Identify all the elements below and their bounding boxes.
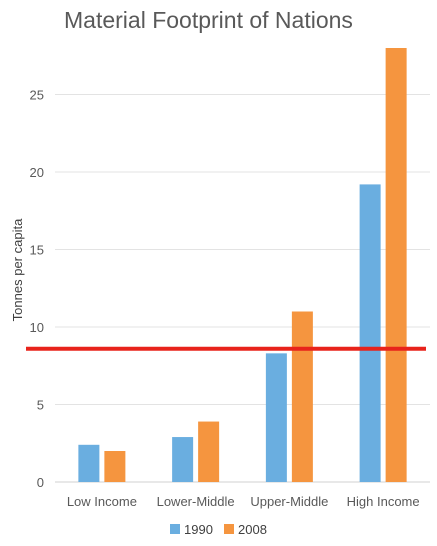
- legend-swatch-2008: [224, 524, 234, 534]
- y-tick-label: 25: [30, 88, 44, 103]
- legend-swatch-1990: [170, 524, 180, 534]
- y-axis-label: Tonnes per capita: [10, 218, 25, 321]
- category-label: Lower-Middle: [157, 494, 235, 509]
- bar-1990-2: [265, 353, 287, 482]
- legend: 1990 2008: [170, 522, 267, 537]
- legend-label-2008: 2008: [238, 522, 267, 537]
- y-tick-label: 20: [30, 165, 44, 180]
- x-axis-categories: Low Income Lower-Middle Upper-Middle High I…: [67, 494, 420, 509]
- bar-2008-3: [385, 48, 407, 482]
- bar-1990-1: [172, 437, 194, 482]
- bar-2008-2: [291, 311, 313, 482]
- legend-label-1990: 1990: [184, 522, 213, 537]
- category-label: Low Income: [67, 494, 137, 509]
- y-tick-label: 0: [37, 475, 44, 490]
- bar-2008-0: [104, 451, 126, 482]
- y-axis-ticks: 0 5 10 15 20 25: [30, 88, 44, 491]
- bars: [78, 48, 407, 482]
- y-tick-label: 10: [30, 320, 44, 335]
- bar-1990-3: [359, 184, 381, 482]
- bar-2008-1: [198, 421, 220, 482]
- y-tick-label: 15: [30, 243, 44, 258]
- y-tick-label: 5: [37, 398, 44, 413]
- chart-title: Material Footprint of Nations: [64, 7, 353, 33]
- category-label: High Income: [347, 494, 420, 509]
- category-label: Upper-Middle: [250, 494, 328, 509]
- bar-1990-0: [78, 444, 100, 482]
